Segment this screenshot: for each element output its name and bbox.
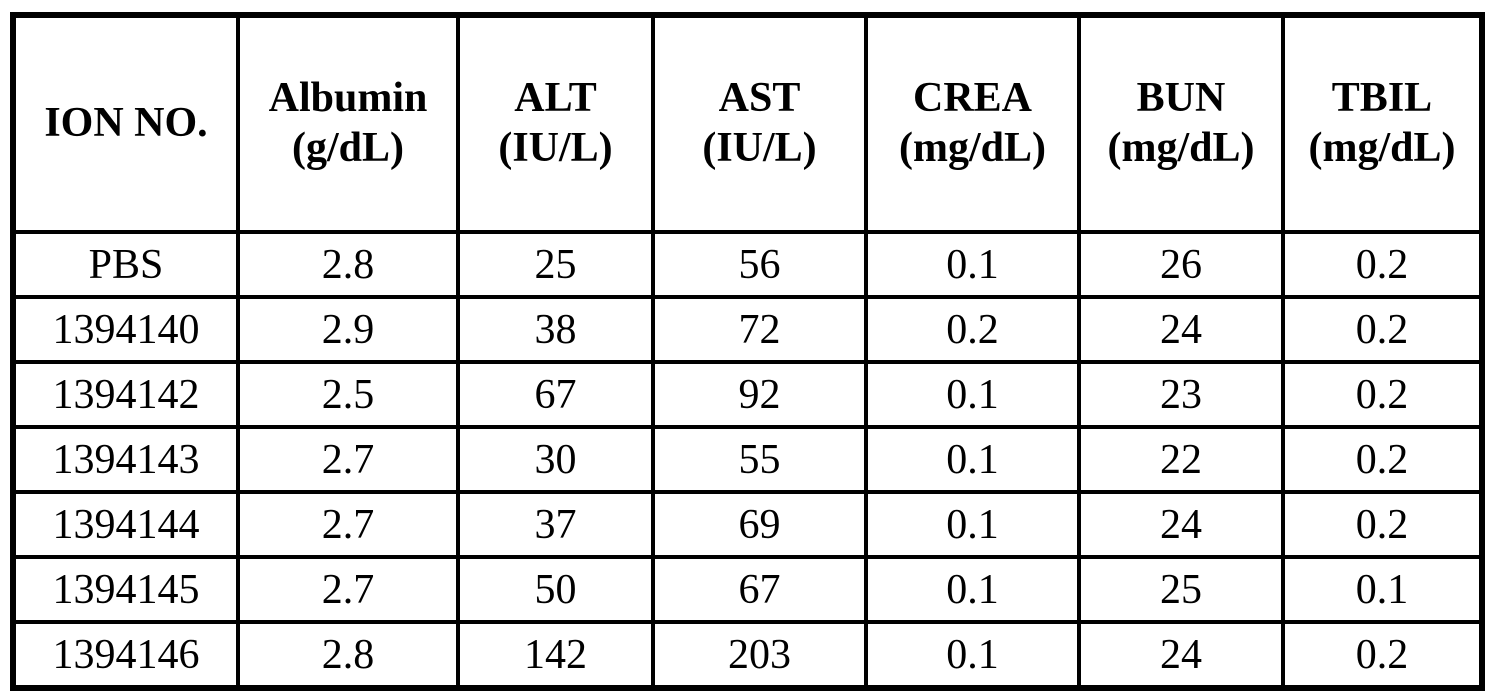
table-cell-tbil: 0.2 <box>1281 360 1484 429</box>
table-row: PBS 2.8 25 56 0.1 26 0.2 <box>11 230 1484 299</box>
table-cell-bun: 22 <box>1077 425 1285 494</box>
lab-results-table: ION NO. Albumin (g/dL) ALT (IU/L) AST (I… <box>10 12 1485 691</box>
table-cell-ast: 72 <box>651 295 868 364</box>
column-header-alt: ALT (IU/L) <box>456 13 655 234</box>
table-cell-alt: 50 <box>456 555 655 624</box>
column-label: Albumin <box>268 75 428 122</box>
table-cell-ast: 67 <box>651 555 868 624</box>
column-label: ION NO. <box>44 100 208 147</box>
column-label: BUN <box>1136 75 1226 122</box>
table-cell-albumin: 2.7 <box>236 490 460 559</box>
table-cell-tbil: 0.2 <box>1281 425 1484 494</box>
table-cell-alt: 142 <box>456 620 655 690</box>
table-cell-bun: 24 <box>1077 620 1285 690</box>
table-cell-albumin: 2.8 <box>236 230 460 299</box>
table-cell-ast: 203 <box>651 620 868 690</box>
table-cell-tbil: 0.1 <box>1281 555 1484 624</box>
table-cell-tbil: 0.2 <box>1281 295 1484 364</box>
table-cell-ion-no: 1394146 <box>11 620 240 690</box>
table-cell-crea: 0.1 <box>864 555 1081 624</box>
table-cell-ast: 69 <box>651 490 868 559</box>
table-cell-albumin: 2.7 <box>236 555 460 624</box>
table-cell-ast: 56 <box>651 230 868 299</box>
column-header-albumin: Albumin (g/dL) <box>236 13 460 234</box>
column-unit: (mg/dL) <box>899 125 1046 171</box>
table-cell-crea: 0.1 <box>864 490 1081 559</box>
table-cell-bun: 24 <box>1077 295 1285 364</box>
lab-results-table-container: ION NO. Albumin (g/dL) ALT (IU/L) AST (I… <box>10 12 1485 691</box>
column-label: AST <box>718 75 801 122</box>
table-cell-ion-no: PBS <box>11 230 240 299</box>
column-header-ast: AST (IU/L) <box>651 13 868 234</box>
table-cell-ion-no: 1394140 <box>11 295 240 364</box>
table-cell-ion-no: 1394144 <box>11 490 240 559</box>
column-label: CREA <box>912 75 1032 122</box>
table-cell-bun: 23 <box>1077 360 1285 429</box>
table-cell-albumin: 2.7 <box>236 425 460 494</box>
table-cell-crea: 0.1 <box>864 425 1081 494</box>
column-header-ion-no: ION NO. <box>11 13 240 234</box>
column-unit: (mg/dL) <box>1308 125 1456 171</box>
column-unit: (IU/L) <box>702 125 817 171</box>
table-cell-bun: 25 <box>1077 555 1285 624</box>
column-label: TBIL <box>1331 75 1433 122</box>
table-cell-alt: 67 <box>456 360 655 429</box>
table-cell-crea: 0.2 <box>864 295 1081 364</box>
table-row: 1394142 2.5 67 92 0.1 23 0.2 <box>11 360 1484 429</box>
table-row: 1394145 2.7 50 67 0.1 25 0.1 <box>11 555 1484 624</box>
table-cell-crea: 0.1 <box>864 360 1081 429</box>
table-cell-alt: 38 <box>456 295 655 364</box>
table-cell-tbil: 0.2 <box>1281 490 1484 559</box>
column-header-bun: BUN (mg/dL) <box>1077 13 1285 234</box>
column-unit: (g/dL) <box>291 125 404 171</box>
column-unit: (mg/dL) <box>1107 125 1255 171</box>
table-row: 1394144 2.7 37 69 0.1 24 0.2 <box>11 490 1484 559</box>
table-row: 1394143 2.7 30 55 0.1 22 0.2 <box>11 425 1484 494</box>
table-cell-albumin: 2.9 <box>236 295 460 364</box>
column-unit: (IU/L) <box>498 125 613 171</box>
header-row: ION NO. Albumin (g/dL) ALT (IU/L) AST (I… <box>11 13 1484 234</box>
table-cell-tbil: 0.2 <box>1281 620 1484 690</box>
table-cell-crea: 0.1 <box>864 620 1081 690</box>
table-row: 1394140 2.9 38 72 0.2 24 0.2 <box>11 295 1484 364</box>
table-cell-ion-no: 1394145 <box>11 555 240 624</box>
table-cell-ast: 55 <box>651 425 868 494</box>
table-row: 1394146 2.8 142 203 0.1 24 0.2 <box>11 620 1484 690</box>
table-cell-ion-no: 1394142 <box>11 360 240 429</box>
table-cell-bun: 24 <box>1077 490 1285 559</box>
table-cell-crea: 0.1 <box>864 230 1081 299</box>
column-header-tbil: TBIL (mg/dL) <box>1281 13 1484 234</box>
column-header-crea: CREA (mg/dL) <box>864 13 1081 234</box>
table-cell-alt: 37 <box>456 490 655 559</box>
table-cell-bun: 26 <box>1077 230 1285 299</box>
table-cell-albumin: 2.8 <box>236 620 460 690</box>
column-label: ALT <box>514 75 597 122</box>
table-cell-ion-no: 1394143 <box>11 425 240 494</box>
table-cell-alt: 25 <box>456 230 655 299</box>
table-cell-ast: 92 <box>651 360 868 429</box>
table-cell-tbil: 0.2 <box>1281 230 1484 299</box>
table-cell-alt: 30 <box>456 425 655 494</box>
table-cell-albumin: 2.5 <box>236 360 460 429</box>
